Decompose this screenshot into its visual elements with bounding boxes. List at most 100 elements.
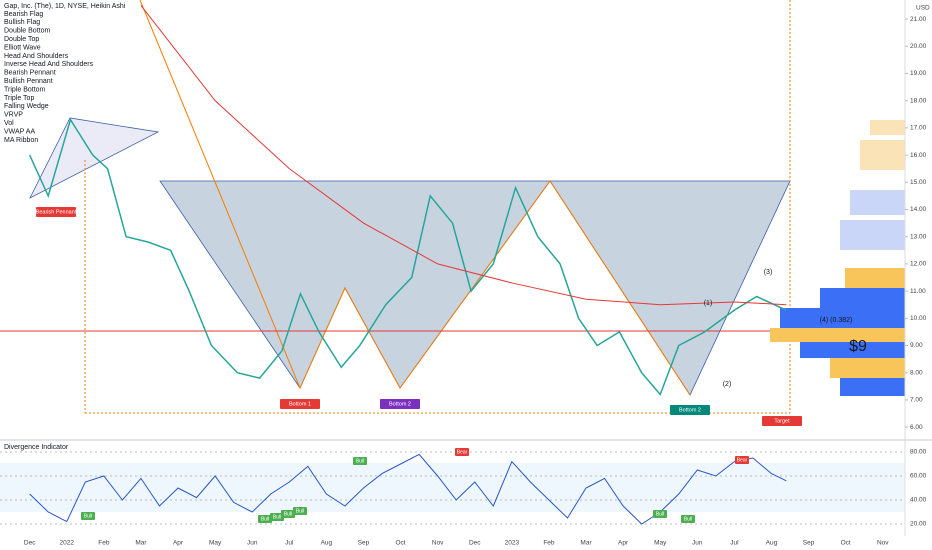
annotation: (1) (704, 300, 713, 307)
indicator-name: Double Bottom (4, 28, 50, 35)
signal-box (81, 512, 95, 520)
y-tick-label: 18.00 (910, 97, 927, 104)
signal-box (681, 515, 695, 523)
indicator-name: VWAP AA (4, 128, 35, 135)
signal-label: Bull (656, 511, 664, 517)
y-tick-label: 20.00 (910, 43, 927, 50)
annotation: Bottom 2 (679, 407, 701, 413)
annotation: Bottom 2 (389, 401, 411, 407)
label-box (762, 416, 802, 426)
x-tick-label: Aug (321, 540, 333, 547)
indicator-name: Vol (4, 120, 14, 127)
signal-label: Bull (84, 513, 92, 519)
signal-box (293, 507, 307, 515)
x-tick-label: Dec (469, 540, 481, 547)
x-tick-label: Jun (247, 540, 258, 547)
label-box (380, 399, 420, 409)
y-tick-label: 10.00 (910, 315, 927, 322)
signal-label: Bull (261, 516, 269, 522)
y-tick-label: 12.00 (910, 261, 927, 268)
y-tick-label: 20.00 (910, 521, 927, 528)
y-tick-label: 11.00 (910, 288, 926, 295)
annotation: (4) (0.382) (820, 317, 853, 324)
indicator-name: Bullish Flag (4, 19, 40, 26)
x-tick-label: Jul (730, 540, 739, 547)
x-tick-label: Sep (803, 540, 815, 547)
signal-label: Bull (356, 458, 364, 464)
x-tick-label: Oct (841, 540, 851, 547)
x-tick-label: Feb (98, 540, 110, 547)
y-tick-label: 60.00 (910, 473, 927, 480)
y-tick-label: 14.00 (910, 206, 927, 213)
currency: USD (916, 5, 930, 12)
indicator-name: Inverse Head And Shoulders (4, 61, 94, 68)
x-tick-label: Oct (396, 540, 406, 547)
indicator-name: VRVP (4, 112, 23, 119)
x-tick-label: Sep (358, 540, 370, 547)
annotation: (2) (723, 381, 732, 388)
label-box (280, 399, 320, 409)
x-tick-label: Nov (432, 540, 444, 547)
indicator-name: Triple Bottom (4, 86, 46, 93)
x-tick-label: Nov (877, 540, 889, 547)
indicator-name: Bearish Flag (4, 11, 43, 18)
indicator-name: Bullish Pennant (4, 78, 53, 85)
x-tick-label: 2023 (505, 540, 520, 547)
y-tick-label: 80.00 (910, 449, 927, 456)
annotation: Target (774, 418, 790, 424)
indicator-name: Elliott Wave (4, 44, 41, 51)
indicator-name: Bearish Pennant (4, 70, 56, 77)
indicator-title: Divergence Indicator (4, 444, 69, 451)
x-tick-label: May (209, 540, 222, 547)
y-tick-label: 8.00 (910, 369, 923, 376)
x-tick-label: Jun (692, 540, 703, 547)
signal-label: Bear (737, 457, 748, 463)
x-tick-label: Apr (173, 540, 184, 547)
indicator-name: MA Ribbon (4, 137, 38, 144)
signal-box (735, 456, 749, 464)
signal-label: Bear (457, 449, 468, 455)
indicator-panel (0, 440, 905, 536)
y-tick-label: 19.00 (910, 70, 927, 77)
y-tick-label: 21.00 (910, 16, 927, 23)
indicator-band (0, 463, 905, 512)
indicator-name: Triple Top (4, 95, 34, 102)
label-box (36, 207, 76, 217)
signal-box (258, 515, 272, 523)
x-tick-label: Mar (135, 540, 147, 547)
pattern-line (299, 180, 691, 396)
x-tick-label: Jul (285, 540, 294, 547)
signal-label: Bull (684, 516, 692, 522)
annotation: Bearish Pennant (36, 209, 77, 215)
volume-profile (770, 120, 905, 396)
signal-box (353, 457, 367, 465)
y-tick-label: 16.00 (910, 152, 927, 159)
annotation: $9 (849, 338, 867, 355)
indicator-name: Head And Shoulders (4, 53, 69, 60)
y-tick-label: 17.00 (910, 125, 927, 132)
x-tick-label: Aug (766, 540, 778, 547)
indicator-line (29, 453, 787, 525)
x-tick-label: Apr (618, 540, 629, 547)
indicator-name: Falling Wedge (4, 103, 49, 110)
signal-box (281, 510, 295, 518)
x-tick-label: May (654, 540, 667, 547)
y-tick-label: 7.00 (910, 397, 923, 404)
y-tick-label: 9.00 (910, 342, 923, 349)
series-line (140, 5, 787, 306)
annotation: (3) (764, 269, 773, 276)
x-tick-label: Mar (580, 540, 592, 547)
signal-box (455, 448, 469, 456)
label-box (670, 405, 710, 415)
y-tick-label: 6.00 (910, 424, 923, 431)
x-tick-label: Feb (543, 540, 555, 547)
annotation: Bottom 1 (289, 401, 311, 407)
y-tick-label: 40.00 (910, 497, 927, 504)
signal-box (653, 510, 667, 518)
indicator-name: Double Top (4, 36, 39, 43)
signal-label: Bull (284, 511, 292, 517)
x-tick-label: Dec (24, 540, 36, 547)
x-tick-label: 2022 (60, 540, 75, 547)
chart-title: Gap, Inc. (The), 1D, NYSE, Heikin Ashi (4, 3, 126, 10)
